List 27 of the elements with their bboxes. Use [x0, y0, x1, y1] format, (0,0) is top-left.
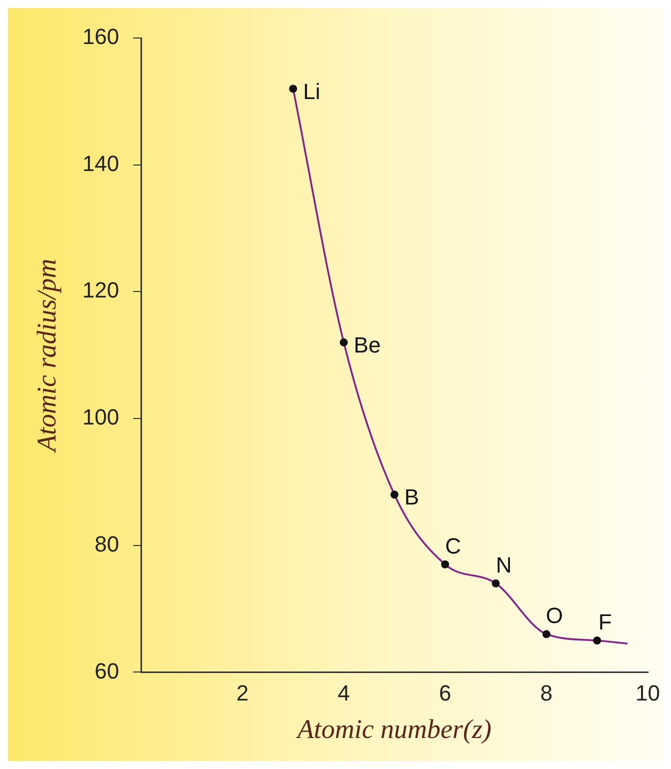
x-tick-label: 2: [236, 680, 249, 706]
annotation: F: [598, 610, 612, 635]
annotation: N: [496, 552, 512, 578]
point: [340, 338, 348, 346]
y-tick-label: 120: [82, 278, 120, 303]
x-tick-label: 6: [438, 680, 452, 706]
x-tick-label: 8: [540, 680, 553, 706]
annotation: Be: [354, 332, 381, 358]
point: [441, 560, 450, 568]
annotation: Li: [303, 78, 320, 104]
y-tick-label: 60: [94, 658, 120, 684]
point: [593, 636, 602, 644]
annotation: O: [546, 603, 563, 628]
y-tick-label: 160: [82, 24, 120, 50]
point: [492, 579, 500, 588]
point: [542, 630, 550, 638]
y-tick-label: 100: [82, 404, 120, 430]
point: [289, 84, 298, 93]
y-tick-label: 140: [82, 150, 120, 176]
point: [390, 490, 398, 499]
y-tick-label: 80: [94, 531, 120, 556]
x-tick-label: 10: [636, 680, 660, 706]
annotation: C: [445, 533, 462, 558]
annotation: B: [404, 484, 420, 510]
x-tick-label: 4: [338, 680, 350, 706]
y-axis-title: Atomic radius/pm: [31, 258, 62, 454]
x-axis-title: Atomic number(z): [295, 714, 492, 744]
